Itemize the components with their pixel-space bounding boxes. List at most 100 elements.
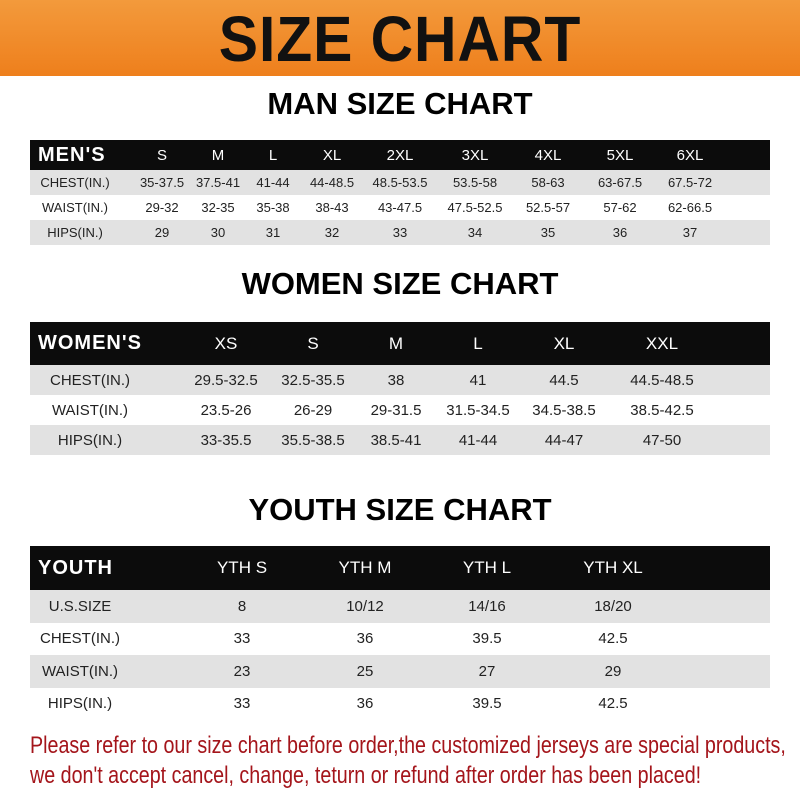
table-row: CHEST(IN.) 29.5-32.5 32.5-35.5 38 41 44.5 44.5…: [30, 365, 770, 395]
size-value: 53.5-58: [452, 175, 498, 190]
table-row: WAIST(IN.) 23.5-26 26-29 29-31.5 31.5-34.5 34…: [30, 395, 770, 425]
size-value: 38.5-41: [370, 431, 422, 449]
size-value: 29-32: [145, 200, 179, 215]
size-value: 39.5: [472, 695, 502, 713]
size-column-header: M: [211, 146, 225, 164]
size-column-header: XL: [553, 333, 575, 353]
table-row: HIPS(IN.) 29 30 31 32 33 34 35 36 37: [30, 220, 770, 245]
size-value: 33: [392, 225, 408, 240]
size-value: 33: [233, 695, 251, 713]
size-value: 47-50: [642, 431, 682, 449]
size-value: 63-67.5: [597, 175, 643, 190]
size-value: 29.5-32.5: [194, 371, 258, 389]
size-value: 44-48.5: [309, 175, 355, 190]
size-value: 42.5: [598, 630, 628, 648]
size-value: 33-35.5: [200, 431, 252, 449]
size-value: 43-47.5: [377, 200, 423, 215]
banner: SIZE CHART: [0, 0, 800, 76]
size-column-header: XS: [214, 333, 238, 353]
size-column-header: YTH XL: [583, 558, 643, 577]
size-value: 30: [210, 225, 226, 240]
size-value: 35-37.5: [139, 175, 185, 190]
size-value: 44.5-48.5: [630, 371, 694, 389]
size-column-header: 2XL: [386, 146, 414, 164]
size-value: 31: [265, 225, 281, 240]
size-column-header: 5XL: [606, 146, 634, 164]
size-value: 38.5-42.5: [630, 401, 694, 419]
table-row: CHEST(IN.) 35-37.5 37.5-41 41-44 44-48.5 48.5…: [30, 170, 770, 195]
size-value: 23: [233, 662, 251, 680]
measurement-label: WAIST(IN.): [41, 662, 119, 680]
size-column-header: L: [268, 146, 278, 164]
size-column-header: 3XL: [461, 146, 489, 164]
measurement-label: CHEST(IN.): [40, 630, 120, 648]
size-value: 23.5-26: [200, 401, 252, 419]
men-header-row: MEN'S S M L XL 2XL 3XL 4XL 5XL 6XL: [30, 140, 770, 170]
size-value: 36: [356, 695, 374, 713]
youth-header-row: YOUTH YTH S YTH M YTH L YTH XL: [30, 546, 770, 590]
size-value: 41: [469, 371, 487, 389]
table-row: U.S.SIZE 8 10/12 14/16 18/20: [30, 590, 770, 623]
youth-header-label: YOUTH: [38, 556, 113, 579]
size-value: 35.5-38.5: [281, 431, 345, 449]
size-value: 57-62: [603, 200, 637, 215]
size-value: 29: [154, 225, 170, 240]
measurement-label: U.S.SIZE: [48, 597, 112, 615]
size-value: 32: [324, 225, 340, 240]
size-value: 32-35: [201, 200, 235, 215]
measurement-label: HIPS(IN.): [47, 695, 113, 713]
footer-notice-line-1: Please refer to our size chart before or…: [30, 732, 786, 759]
size-column-header: S: [156, 146, 167, 164]
size-value: 32.5-35.5: [281, 371, 345, 389]
size-column-header: XXL: [645, 333, 679, 353]
size-value: 25: [356, 662, 374, 680]
size-column-header: S: [307, 333, 319, 353]
size-value: 52.5-57: [525, 200, 571, 215]
size-value: 35: [540, 225, 556, 240]
table-row: CHEST(IN.) 33 36 39.5 42.5: [30, 623, 770, 656]
size-value: 67.5-72: [667, 175, 713, 190]
size-column-header: L: [473, 333, 483, 353]
size-value: 33: [233, 630, 251, 648]
size-column-header: YTH L: [462, 558, 512, 577]
size-value: 31.5-34.5: [446, 401, 510, 419]
size-value: 26-29: [293, 401, 333, 419]
size-value: 10/12: [346, 597, 384, 615]
size-value: 34.5-38.5: [532, 401, 596, 419]
women-header-label: WOMEN'S: [38, 332, 142, 354]
size-value: 29-31.5: [370, 401, 422, 419]
measurement-label: CHEST(IN.): [40, 175, 110, 190]
size-value: 35-38: [256, 200, 290, 215]
size-value: 37: [682, 225, 698, 240]
table-row: HIPS(IN.) 33-35.5 35.5-38.5 38.5-41 41-44 44-…: [30, 425, 770, 455]
size-value: 34: [467, 225, 483, 240]
size-value: 58-63: [531, 175, 565, 190]
size-column-header: M: [388, 333, 404, 353]
size-value: 29: [604, 662, 622, 680]
size-value: 41-44: [256, 175, 290, 190]
measurement-label: WAIST(IN.): [42, 200, 108, 215]
size-value: 38: [387, 371, 405, 389]
table-row: HIPS(IN.) 33 36 39.5 42.5: [30, 688, 770, 721]
banner-title: SIZE CHART: [218, 3, 582, 75]
size-value: 42.5: [598, 695, 628, 713]
size-value: 36: [612, 225, 628, 240]
size-value: 62-66.5: [667, 200, 713, 215]
measurement-label: CHEST(IN.): [50, 371, 130, 389]
size-column-header: YTH S: [216, 558, 268, 577]
size-value: 41-44: [458, 431, 498, 449]
size-value: 44.5: [549, 371, 579, 389]
women-header-row: WOMEN'S XS S M L XL XXL: [30, 322, 770, 365]
size-column-header: 6XL: [676, 146, 704, 164]
size-column-header: XL: [322, 146, 342, 164]
size-value: 14/16: [468, 597, 506, 615]
table-row: WAIST(IN.) 23 25 27 29: [30, 655, 770, 688]
size-value: 44-47: [544, 431, 584, 449]
footer-notice-line-2: we don't accept cancel, change, teturn o…: [30, 762, 702, 789]
measurement-label: HIPS(IN.): [57, 431, 123, 449]
size-column-header: YTH M: [338, 558, 392, 577]
size-value: 39.5: [472, 630, 502, 648]
measurement-label: WAIST(IN.): [51, 401, 129, 419]
size-value: 36: [356, 630, 374, 648]
